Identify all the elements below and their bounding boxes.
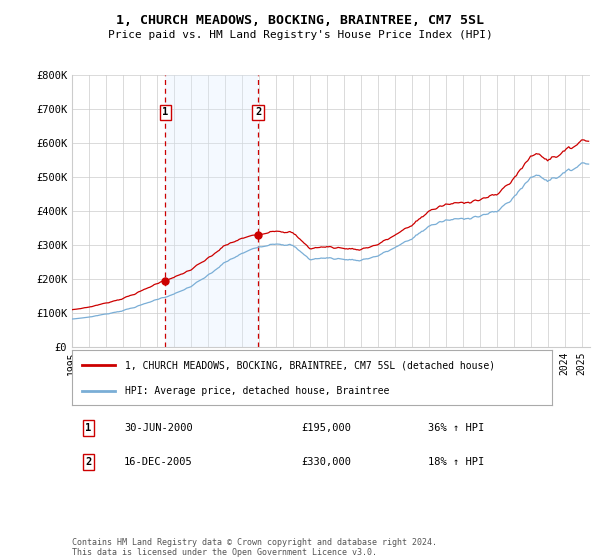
Text: Contains HM Land Registry data © Crown copyright and database right 2024.
This d: Contains HM Land Registry data © Crown c…: [72, 538, 437, 557]
Text: 2: 2: [85, 457, 91, 467]
Text: 1: 1: [85, 423, 91, 433]
Text: 1, CHURCH MEADOWS, BOCKING, BRAINTREE, CM7 5SL (detached house): 1, CHURCH MEADOWS, BOCKING, BRAINTREE, C…: [125, 361, 495, 370]
Text: HPI: Average price, detached house, Braintree: HPI: Average price, detached house, Brai…: [125, 386, 389, 396]
Bar: [166, 75, 258, 347]
Text: 16-DEC-2005: 16-DEC-2005: [124, 457, 193, 467]
Text: 30-JUN-2000: 30-JUN-2000: [124, 423, 193, 433]
Text: 1, CHURCH MEADOWS, BOCKING, BRAINTREE, CM7 5SL: 1, CHURCH MEADOWS, BOCKING, BRAINTREE, C…: [116, 14, 484, 27]
Text: 1: 1: [162, 108, 169, 118]
Text: 2: 2: [255, 108, 261, 118]
Text: Price paid vs. HM Land Registry's House Price Index (HPI): Price paid vs. HM Land Registry's House …: [107, 30, 493, 40]
Text: 36% ↑ HPI: 36% ↑ HPI: [428, 423, 484, 433]
Text: 18% ↑ HPI: 18% ↑ HPI: [428, 457, 484, 467]
Text: £330,000: £330,000: [301, 457, 351, 467]
Text: £195,000: £195,000: [301, 423, 351, 433]
